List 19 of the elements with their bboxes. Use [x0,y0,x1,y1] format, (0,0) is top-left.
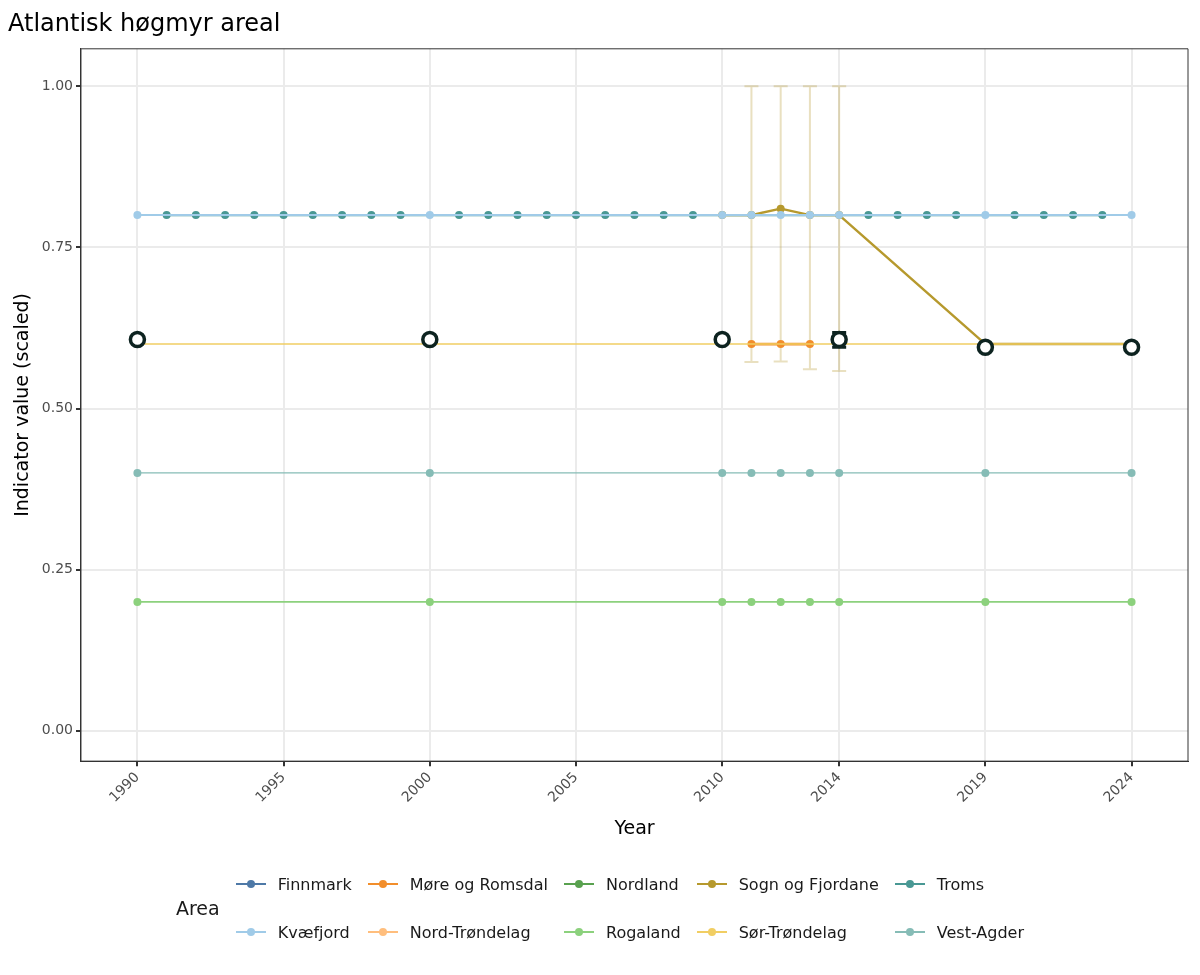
x-axis-title: Year [613,815,655,838]
legend-label: Nordland [606,874,679,894]
y-tick-label: 0.00 [41,721,73,738]
y-axis-title: Indicator value (scaled) [10,293,33,517]
y-tick-label: 0.50 [41,399,73,416]
legend-label: Sogn og Fjordane [738,874,879,894]
legend-label: Sør-Trøndelag [738,922,847,942]
legend-label: Kvæfjord [277,922,350,942]
y-tick-label: 0.75 [41,237,73,254]
y-tick-label: 1.00 [41,76,73,93]
chart-title: Atlantisk høgmyr areal [8,8,281,37]
legend-label: Troms [936,874,985,894]
legend-label: Nord-Trøndelag [409,922,531,942]
y-tick-label: 0.25 [41,560,73,577]
legend-label: Finnmark [277,874,352,894]
legend-label: Rogaland [606,922,681,942]
legend-label: Møre og Romsdal [409,874,548,894]
legend-title: Area [175,897,220,919]
legend-label: Vest-Agder [936,922,1025,942]
